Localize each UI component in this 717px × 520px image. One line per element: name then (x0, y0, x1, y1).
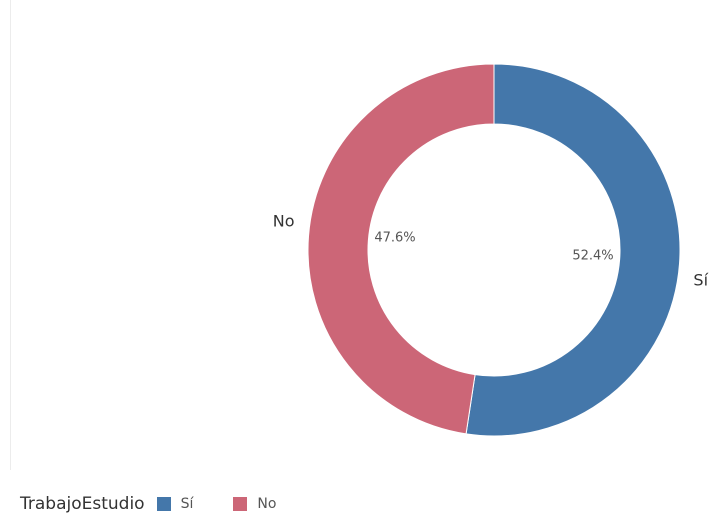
slice-value-label-0: 52.4% (572, 249, 613, 264)
legend: TrabajoEstudio Sí No (20, 494, 316, 514)
donut-slice-1[interactable] (307, 63, 495, 435)
legend-label-no: No (257, 496, 277, 512)
donut-slice-0[interactable] (465, 63, 681, 437)
legend-swatch-si (156, 497, 171, 511)
donut-chart-svg: 52.4% Sí 47.6% No (273, 63, 709, 437)
legend-title: TrabajoEstudio (20, 494, 145, 514)
slice-category-label-0: Sí (693, 271, 708, 290)
legend-item-si[interactable]: Sí (156, 496, 194, 512)
panel-divider (10, 0, 11, 470)
donut-chart: 52.4% Sí 47.6% No (10, 0, 709, 470)
legend-label-si: Sí (180, 496, 194, 512)
slice-category-label-1: No (273, 211, 295, 230)
legend-item-no[interactable]: No (233, 496, 276, 512)
legend-swatch-no (233, 497, 248, 511)
slice-value-label-1: 47.6% (374, 230, 415, 245)
